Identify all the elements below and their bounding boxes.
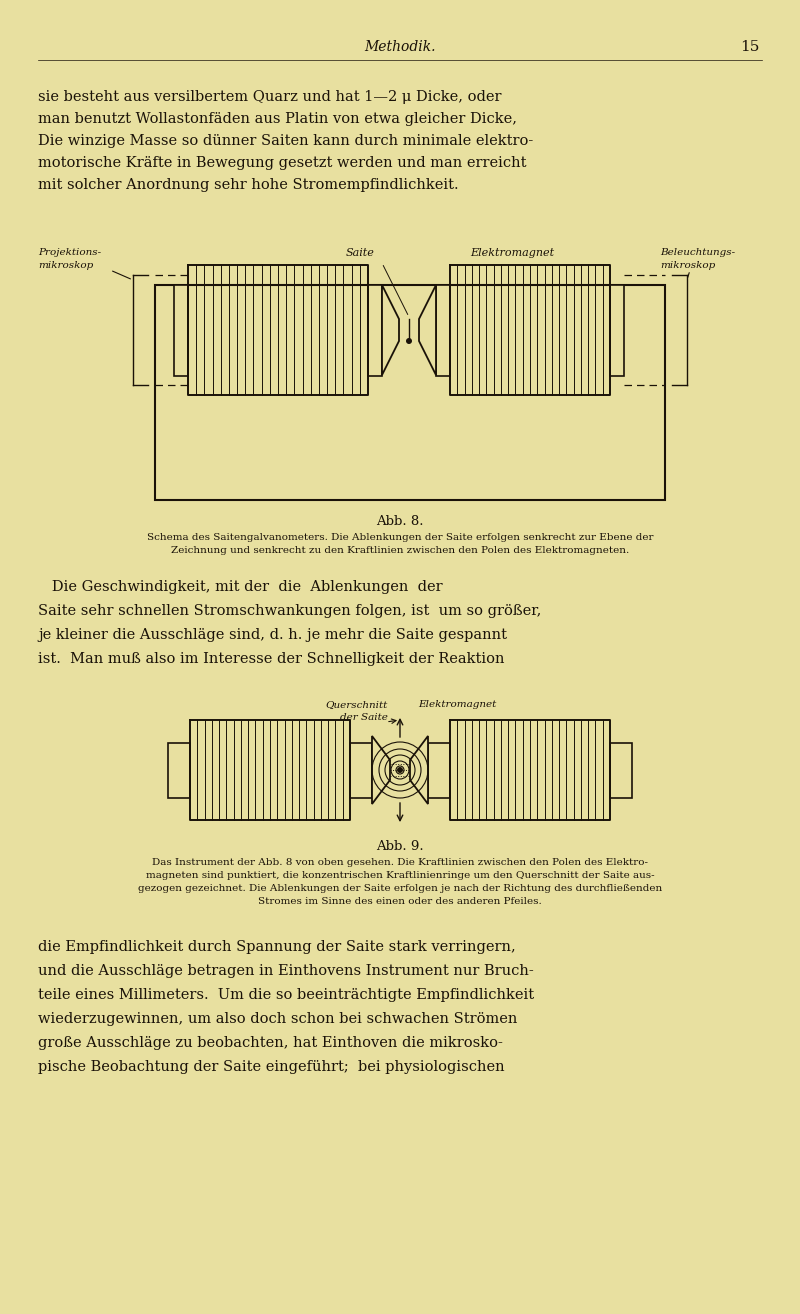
Text: Elektromagnet: Elektromagnet xyxy=(470,248,554,258)
Text: Zeichnung und senkrecht zu den Kraftlinien zwischen den Polen des Elektromagnete: Zeichnung und senkrecht zu den Kraftlini… xyxy=(171,547,629,555)
Text: Das Instrument der Abb. 8 von oben gesehen. Die Kraftlinien zwischen den Polen d: Das Instrument der Abb. 8 von oben geseh… xyxy=(152,858,648,867)
Text: Schema des Saitengalvanometers. Die Ablenkungen der Saite erfolgen senkrecht zur: Schema des Saitengalvanometers. Die Able… xyxy=(146,533,654,541)
Text: wiederzugewinnen, um also doch schon bei schwachen Strömen: wiederzugewinnen, um also doch schon bei… xyxy=(38,1012,518,1026)
Text: pische Beobachtung der Saite eingeführt;  bei physiologischen: pische Beobachtung der Saite eingeführt;… xyxy=(38,1060,505,1074)
Polygon shape xyxy=(382,285,399,374)
Polygon shape xyxy=(419,285,436,374)
FancyBboxPatch shape xyxy=(368,285,382,376)
Text: magneten sind punktiert, die konzentrischen Kraftlinienringe um den Querschnitt : magneten sind punktiert, die konzentrisc… xyxy=(146,871,654,880)
FancyBboxPatch shape xyxy=(428,742,450,798)
Circle shape xyxy=(406,338,412,344)
Text: Methodik.: Methodik. xyxy=(364,39,436,54)
Text: Querschnitt: Querschnitt xyxy=(326,700,388,710)
Text: Saite sehr schnellen Stromschwankungen folgen, ist  um so größer,: Saite sehr schnellen Stromschwankungen f… xyxy=(38,604,542,618)
FancyBboxPatch shape xyxy=(350,742,372,798)
Text: Die Geschwindigkeit, mit der  die  Ablenkungen  der: Die Geschwindigkeit, mit der die Ablenku… xyxy=(38,579,442,594)
Text: Projektions-: Projektions- xyxy=(38,248,101,258)
Text: gezogen gezeichnet. Die Ablenkungen der Saite erfolgen je nach der Richtung des : gezogen gezeichnet. Die Ablenkungen der … xyxy=(138,884,662,894)
Text: mit solcher Anordnung sehr hohe Stromempfindlichkeit.: mit solcher Anordnung sehr hohe Stromemp… xyxy=(38,177,458,192)
Text: ist.  Man muß also im Interesse der Schnelligkeit der Reaktion: ist. Man muß also im Interesse der Schne… xyxy=(38,652,505,666)
Text: teile eines Millimeters.  Um die so beeinträchtigte Empfindlichkeit: teile eines Millimeters. Um die so beein… xyxy=(38,988,534,1003)
Text: die Empfindlichkeit durch Spannung der Saite stark verringern,: die Empfindlichkeit durch Spannung der S… xyxy=(38,940,516,954)
Text: der Saite: der Saite xyxy=(340,714,388,721)
Text: große Ausschläge zu beobachten, hat Einthoven die mikrosko-: große Ausschläge zu beobachten, hat Eint… xyxy=(38,1035,503,1050)
FancyBboxPatch shape xyxy=(436,285,450,376)
Text: mikroskop: mikroskop xyxy=(660,261,715,269)
Text: Abb. 9.: Abb. 9. xyxy=(376,840,424,853)
Text: und die Ausschläge betragen in Einthovens Instrument nur Bruch-: und die Ausschläge betragen in Einthoven… xyxy=(38,964,534,978)
Text: je kleiner die Ausschläge sind, d. h. je mehr die Saite gespannt: je kleiner die Ausschläge sind, d. h. je… xyxy=(38,628,507,643)
Text: Saite: Saite xyxy=(346,248,374,258)
Text: Elektromagnet: Elektromagnet xyxy=(418,700,496,710)
Text: man benutzt Wollastonfäden aus Platin von etwa gleicher Dicke,: man benutzt Wollastonfäden aus Platin vo… xyxy=(38,112,517,126)
Text: 15: 15 xyxy=(741,39,760,54)
Text: Abb. 8.: Abb. 8. xyxy=(376,515,424,528)
Polygon shape xyxy=(372,736,390,804)
FancyBboxPatch shape xyxy=(174,285,188,376)
Circle shape xyxy=(397,767,403,773)
Text: Stromes im Sinne des einen oder des anderen Pfeiles.: Stromes im Sinne des einen oder des ande… xyxy=(258,897,542,905)
Text: Beleuchtungs-: Beleuchtungs- xyxy=(660,248,735,258)
FancyBboxPatch shape xyxy=(168,742,190,798)
FancyBboxPatch shape xyxy=(610,742,632,798)
Text: sie besteht aus versilbertem Quarz und hat 1—2 μ Dicke, oder: sie besteht aus versilbertem Quarz und h… xyxy=(38,89,502,104)
Polygon shape xyxy=(410,736,428,804)
Text: mikroskop: mikroskop xyxy=(38,261,94,269)
Text: motorische Kräfte in Bewegung gesetzt werden und man erreicht: motorische Kräfte in Bewegung gesetzt we… xyxy=(38,156,526,170)
Text: Die winzige Masse so dünner Saiten kann durch minimale elektro-: Die winzige Masse so dünner Saiten kann … xyxy=(38,134,534,148)
FancyBboxPatch shape xyxy=(610,285,624,376)
